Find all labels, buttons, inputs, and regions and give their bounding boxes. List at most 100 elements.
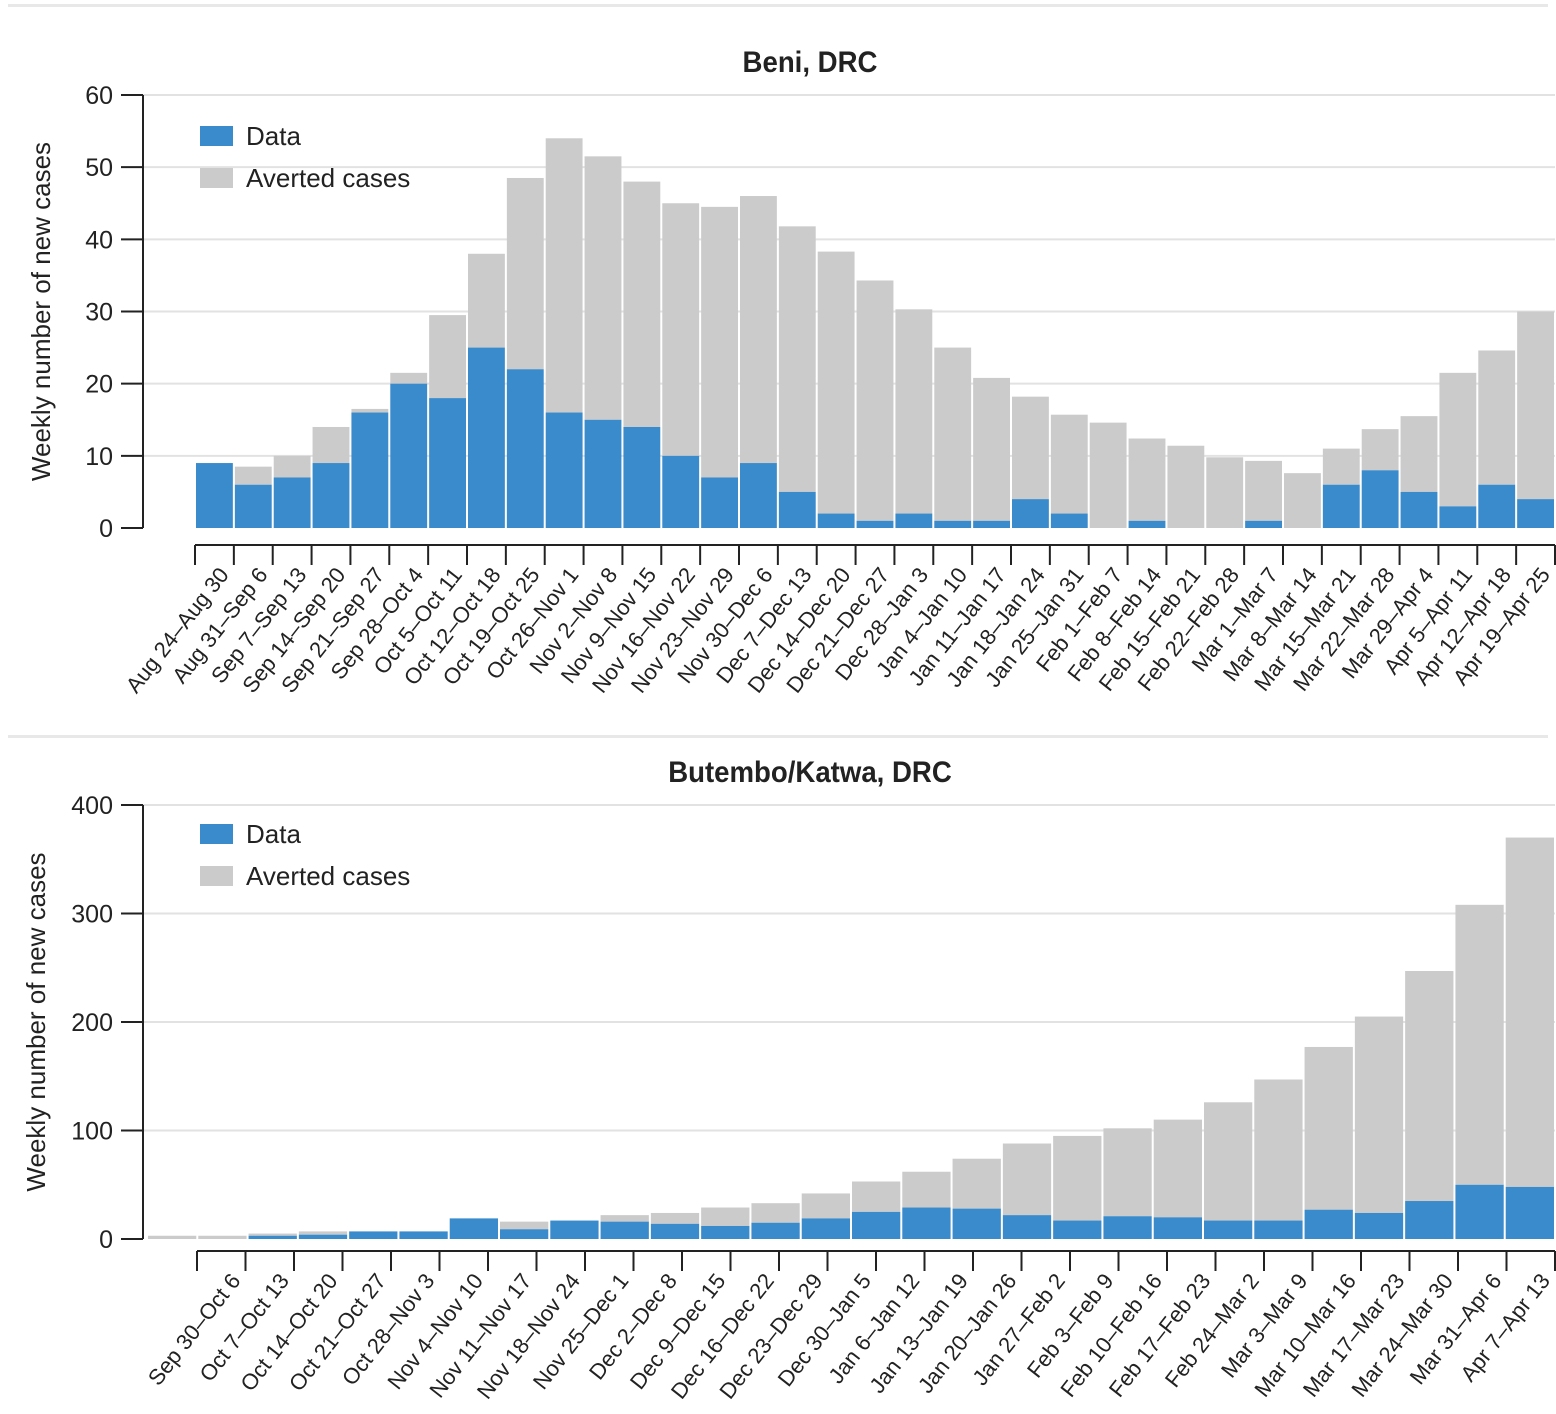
panel-divider bbox=[8, 735, 1548, 738]
beni-bar-data bbox=[662, 455, 700, 528]
butembo-bar-averted bbox=[500, 1221, 549, 1230]
butembo-bar-averted bbox=[248, 1233, 297, 1236]
butembo-bar-data bbox=[701, 1225, 750, 1239]
beni-legend-label: Data bbox=[246, 121, 301, 151]
beni-bar-data bbox=[1128, 520, 1166, 528]
beni-bar-data bbox=[856, 520, 894, 528]
beni-bar-data bbox=[895, 513, 933, 528]
butembo-bar-data bbox=[952, 1208, 1001, 1239]
butembo-bar-data bbox=[449, 1218, 498, 1239]
beni-y-tick-label: 50 bbox=[85, 154, 113, 182]
butembo-y-axis-label: Weekly number of new cases bbox=[21, 852, 51, 1191]
butembo-bar-data bbox=[349, 1231, 398, 1239]
butembo-bar-data bbox=[1254, 1220, 1303, 1239]
butembo-legend-swatch-averted bbox=[200, 866, 233, 886]
butembo-bar-averted bbox=[1455, 904, 1504, 1185]
butembo-y-tick-label: 400 bbox=[71, 792, 113, 820]
beni-bar-averted bbox=[1361, 429, 1399, 471]
butembo-bar-averted bbox=[852, 1181, 901, 1212]
top-divider bbox=[8, 4, 1548, 7]
beni-bar-averted bbox=[662, 203, 700, 456]
beni-bar-averted bbox=[584, 156, 622, 420]
butembo-bar-averted bbox=[1103, 1128, 1152, 1217]
beni-bar-data bbox=[584, 419, 622, 528]
butembo-bar-averted bbox=[1304, 1046, 1353, 1210]
beni-bar-averted bbox=[1322, 448, 1360, 485]
butembo-bar-data bbox=[1053, 1220, 1102, 1239]
butembo-bar-averted bbox=[1053, 1135, 1102, 1221]
beni-bar-averted bbox=[934, 347, 972, 521]
beni-bar-data bbox=[1050, 513, 1088, 528]
beni-bar-averted bbox=[1167, 445, 1205, 528]
beni-bar-data bbox=[196, 463, 233, 528]
beni-y-tick-label: 30 bbox=[85, 299, 113, 327]
butembo-y-tick-label: 0 bbox=[99, 1226, 113, 1254]
beni-bar-averted bbox=[1478, 350, 1516, 485]
beni-bar-data bbox=[429, 398, 466, 528]
beni-bar-averted bbox=[545, 138, 583, 413]
beni-bar-averted bbox=[1206, 457, 1244, 528]
butembo-bar-data bbox=[1505, 1186, 1554, 1239]
butembo-chart: Butembo/Katwa, DRC Weekly number of new c… bbox=[21, 756, 1556, 1404]
beni-bar-averted bbox=[740, 196, 777, 464]
beni-bar-data bbox=[817, 513, 855, 528]
beni-bar-averted bbox=[1400, 416, 1438, 492]
butembo-legend-label: Averted cases bbox=[246, 861, 410, 891]
beni-bar-averted bbox=[506, 177, 544, 370]
beni-bar-averted bbox=[1439, 372, 1477, 507]
butembo-bar-data bbox=[1354, 1212, 1404, 1239]
butembo-bar-averted bbox=[1405, 971, 1454, 1202]
beni-bar-data bbox=[973, 520, 1010, 528]
butembo-bar-averted bbox=[298, 1231, 348, 1235]
butembo-bar-averted bbox=[751, 1203, 800, 1223]
beni-bar-averted bbox=[973, 377, 1010, 521]
beni-bar-averted bbox=[273, 455, 311, 478]
beni-bar-data bbox=[778, 491, 816, 528]
beni-bar-data bbox=[740, 463, 777, 528]
beni-bar-averted bbox=[1012, 396, 1049, 500]
butembo-bar-data bbox=[751, 1222, 800, 1239]
butembo-y-tick-label: 100 bbox=[71, 1118, 113, 1146]
beni-bar-data bbox=[312, 463, 350, 528]
beni-bar-data bbox=[1400, 491, 1438, 528]
beni-bar-data bbox=[623, 426, 661, 528]
beni-bar-data bbox=[1478, 484, 1516, 528]
butembo-bar-averted bbox=[952, 1158, 1001, 1209]
beni-bar-data bbox=[1012, 499, 1049, 528]
butembo-bar-data bbox=[801, 1218, 850, 1239]
butembo-bar-data bbox=[902, 1207, 951, 1239]
beni-bar-data bbox=[701, 477, 738, 528]
beni-bar-averted bbox=[312, 426, 350, 464]
beni-legend-swatch-averted bbox=[200, 168, 233, 188]
beni-bar-data bbox=[1245, 520, 1282, 528]
butembo-bar-data bbox=[852, 1211, 901, 1239]
beni-bar-data bbox=[934, 520, 972, 528]
beni-y-tick-label: 60 bbox=[85, 82, 113, 110]
beni-bar-averted bbox=[1517, 311, 1554, 500]
butembo-bar-data bbox=[550, 1220, 599, 1239]
butembo-bar-data bbox=[1204, 1220, 1253, 1239]
butembo-bar-data bbox=[1002, 1215, 1052, 1239]
beni-legend-label: Averted cases bbox=[246, 163, 410, 193]
beni-legend-swatch-data bbox=[200, 126, 233, 146]
beni-bar-averted bbox=[429, 315, 466, 399]
beni-bar-data bbox=[234, 484, 272, 528]
beni-bar-data bbox=[1439, 506, 1477, 528]
butembo-bar-data bbox=[399, 1231, 448, 1239]
butembo-title: Butembo/Katwa, DRC bbox=[668, 756, 952, 789]
butembo-bar-averted bbox=[650, 1212, 700, 1224]
butembo-bar-averted bbox=[801, 1193, 850, 1219]
butembo-bar-averted bbox=[1204, 1102, 1253, 1221]
butembo-bar-data bbox=[1304, 1209, 1353, 1239]
butembo-y-tick-label: 200 bbox=[71, 1009, 113, 1037]
beni-bar-averted bbox=[856, 280, 894, 521]
butembo-bar-averted bbox=[1505, 837, 1554, 1187]
butembo-bar-averted bbox=[1354, 1016, 1404, 1213]
butembo-bar-data bbox=[600, 1221, 649, 1239]
beni-bar-data bbox=[351, 412, 389, 528]
butembo-bar-averted bbox=[902, 1171, 951, 1208]
butembo-bar-averted bbox=[600, 1215, 649, 1222]
beni-bar-averted bbox=[351, 408, 389, 413]
butembo-bar-data bbox=[248, 1235, 297, 1239]
butembo-legend-swatch-data bbox=[200, 824, 233, 844]
